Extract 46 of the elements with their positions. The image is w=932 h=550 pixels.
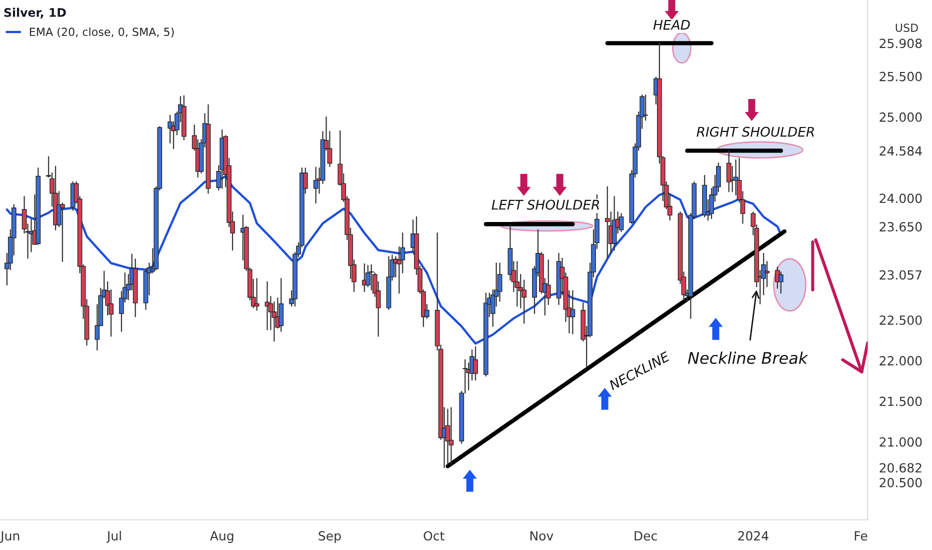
x-tick-label: Jun xyxy=(0,531,20,543)
candlestick xyxy=(313,166,318,204)
candlestick xyxy=(570,290,576,334)
y-tick-label: 23.650 xyxy=(880,222,922,232)
candlestick xyxy=(254,278,260,311)
x-tick-label: Sep xyxy=(318,531,341,543)
x-tick-label: Nov xyxy=(530,531,554,541)
x-tick-label: Jul xyxy=(106,530,121,543)
y-axis-title: USD xyxy=(896,24,918,32)
annotation: HEAD xyxy=(653,20,690,30)
y-tick-label: 25.000 xyxy=(880,112,922,122)
candlestick xyxy=(643,94,648,121)
candlestick xyxy=(618,213,624,232)
candlestick xyxy=(60,202,65,262)
x-tick-label: Dec xyxy=(634,531,657,541)
y-tick-label: 23.057 xyxy=(880,270,922,280)
candlestick xyxy=(368,264,374,290)
annotation: Neckline Break xyxy=(688,352,808,364)
candlestick xyxy=(612,196,617,251)
x-tick-label: Aug xyxy=(210,531,234,543)
candlestick xyxy=(764,260,770,288)
legend-label: EMA (20, close, 0, SMA, 5) xyxy=(30,27,174,38)
candlestick xyxy=(473,346,478,381)
y-tick-label: 22.500 xyxy=(880,315,922,325)
y-tick-label: 25.500 xyxy=(880,72,922,82)
y-tick-label: 24.000 xyxy=(880,194,922,204)
text: Silver, 1D xyxy=(4,8,66,18)
candlestick xyxy=(726,150,732,192)
y-tick-label: 22.000 xyxy=(880,356,922,366)
candlestick xyxy=(448,407,454,466)
annotation: RIGHT SHOULDER xyxy=(696,126,814,137)
candlestick xyxy=(278,278,284,332)
annotation: LEFT SHOULDER xyxy=(492,200,599,210)
candlestick xyxy=(514,260,520,307)
candlestick xyxy=(604,186,610,259)
x-tick-label: Fe xyxy=(854,531,868,541)
candlestick xyxy=(778,272,784,294)
y-tick-label: 25.908 xyxy=(880,38,922,48)
x-tick-label: 2024 xyxy=(738,531,768,541)
y-tick-label: 20.682 xyxy=(880,463,922,473)
y-tick-label: 21.000 xyxy=(880,437,922,447)
y-tick-label: 20.500 xyxy=(880,478,922,488)
y-tick-label: 24.584 xyxy=(880,146,922,156)
y-tick-label: 21.500 xyxy=(880,396,922,406)
x-tick-label: Oct xyxy=(424,531,444,541)
candlestick xyxy=(445,408,450,466)
